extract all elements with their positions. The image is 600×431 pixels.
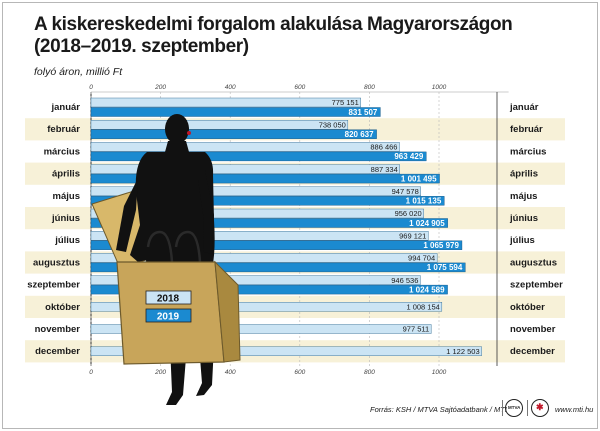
x-tick-label: 400 [225,84,236,91]
value-label-2018: 946 536 [391,276,418,285]
footer-divider [502,400,503,416]
month-label-left: augusztus [33,257,80,268]
bar-2019 [90,262,466,273]
value-label-2018: 887 334 [371,165,398,174]
bar-2018 [90,275,421,285]
month-label-left: január [50,102,80,113]
x-tick-label: 1000 [432,84,447,91]
month-label-right: szeptember [510,280,563,291]
chart-legend: 2018 2019 [145,290,192,323]
source-note: Forrás: KSH / MTVA Sajtóadatbank / MTI [370,405,507,414]
month-label-left: február [47,124,80,135]
bar-2018 [90,230,429,241]
value-label-2018: 969 121 [399,231,426,240]
value-label-2019: 963 429 [394,152,423,161]
month-label-right: augusztus [510,257,557,268]
bar-2019 [90,129,377,139]
website-url: www.mti.hu [555,405,594,414]
legend-swatch-2018 [145,290,192,305]
bar-2018 [90,97,361,108]
value-label-2018: 1 122 503 [446,347,479,356]
bar-2018 [90,164,400,174]
month-label-right: június [509,213,538,224]
bar-2019 [90,240,463,250]
month-label-right: február [510,124,543,135]
bar-2019 [90,196,445,206]
bar-2018 [90,208,424,219]
month-label-left: május [53,191,80,202]
chart-subtitle: folyó áron, millió Ft [34,66,123,78]
value-label-2019: 820 637 [345,130,374,139]
month-label-left: december [35,346,80,357]
chart-title: A kiskereskedelmi forgalom alakulása Mag… [34,14,513,57]
legend-label-2019: 2019 [157,312,180,323]
month-label-left: október [45,302,80,313]
value-label-2018: 738 050 [319,120,346,129]
month-label-left: március [44,146,80,157]
value-label-2019: 1 015 135 [406,197,442,206]
value-label-2018: 1 008 154 [406,303,439,312]
mtva-logo-icon: MTVA [505,399,523,417]
bar-2018 [90,253,438,263]
mti-logo-icon: ✱ [531,399,549,417]
x-tick-label: 600 [294,84,305,91]
value-label-2019: 1 001 495 [401,174,437,183]
value-label-2019: 1 075 594 [427,263,463,272]
month-label-left: június [51,213,80,224]
value-label-2019: 831 507 [348,108,377,117]
value-label-2018: 956 020 [395,209,422,218]
month-label-left: július [54,235,80,246]
x-tick-label: 200 [154,369,166,376]
bar-2019 [90,284,448,295]
value-label-2019: 1 024 589 [409,285,445,294]
bar-2019 [90,107,381,117]
bar-2018 [90,324,432,334]
value-label-2018: 994 704 [408,254,435,263]
bar-2018 [90,346,482,356]
bar-2018 [90,119,349,130]
month-label-right: november [510,324,556,335]
month-label-right: április [510,169,538,180]
value-label-2019: 1 024 905 [409,219,445,228]
footer-divider [527,400,528,416]
value-label-2018: 947 578 [392,187,419,196]
x-tick-label: 200 [154,84,166,91]
month-label-right: március [510,146,546,157]
month-label-left: április [52,169,80,180]
x-tick-label: 1000 [432,369,447,376]
month-label-right: december [510,346,555,357]
x-tick-label: 0 [89,84,93,91]
bar-2019 [90,151,427,162]
value-label-2018: 775 151 [332,98,359,107]
month-label-right: július [509,235,535,246]
month-label-right: május [510,191,537,202]
month-label-left: szeptember [27,280,80,291]
legend-label-2018: 2018 [157,294,180,305]
legend-swatch-2019 [145,308,192,323]
bar-2018 [90,302,443,312]
bar-2019 [90,218,448,228]
shopper-silhouette-illustration [91,114,241,405]
month-label-right: január [509,102,539,113]
value-label-2018: 977 511 [403,325,430,334]
value-label-2019: 1 065 979 [423,241,459,250]
bar-2018 [90,186,421,197]
x-tick-label: 0 [89,369,93,376]
x-tick-label: 600 [294,369,305,376]
bar-2019 [90,173,440,184]
x-tick-label: 800 [364,84,375,91]
x-tick-label: 800 [364,369,375,376]
bar-2018 [90,142,400,152]
x-tick-label: 400 [225,369,236,376]
month-label-left: november [35,324,81,335]
value-label-2018: 886 466 [370,143,397,152]
month-label-right: október [510,302,545,313]
